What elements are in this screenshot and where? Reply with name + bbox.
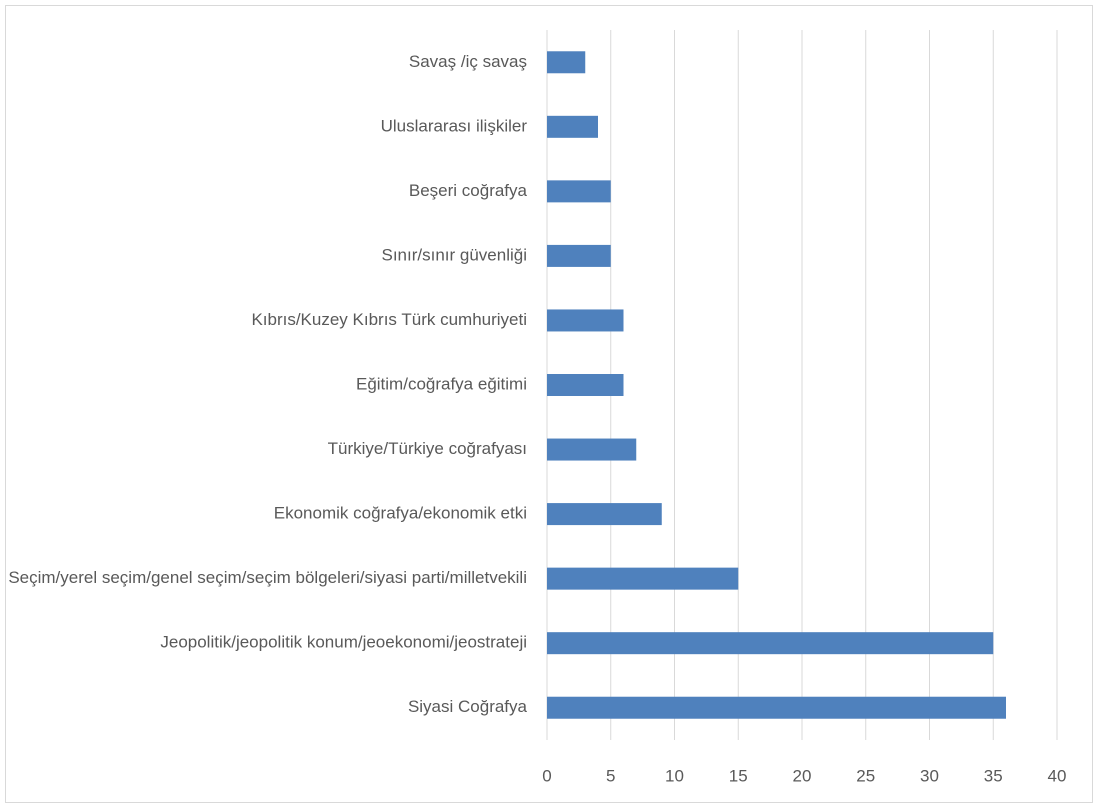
- y-tick-label: Sınır/sınır güvenliği: [381, 245, 527, 264]
- x-tick-label: 0: [542, 766, 551, 785]
- x-tick-label: 35: [984, 766, 1003, 785]
- y-tick-label: Beşeri coğrafya: [409, 181, 528, 200]
- bar: [547, 51, 586, 74]
- bar: [547, 244, 611, 267]
- y-tick-label: Jeopolitik/jeopolitik konum/jeoekonomi/j…: [160, 633, 527, 652]
- bar: [547, 503, 662, 526]
- x-tick-label: 15: [729, 766, 748, 785]
- y-tick-label: Savaş /iç savaş: [409, 52, 527, 71]
- bar: [547, 374, 624, 396]
- y-tick-label: Siyasi Coğrafya: [408, 697, 528, 716]
- x-tick-label: 10: [665, 766, 684, 785]
- bar: [547, 632, 994, 655]
- x-tick-label: 5: [606, 766, 615, 785]
- x-tick-label: 25: [856, 766, 875, 785]
- y-tick-label: Türkiye/Türkiye coğrafyası: [328, 439, 527, 458]
- bar: [547, 438, 637, 461]
- y-tick-label: Eğitim/coğrafya eğitimi: [356, 374, 527, 393]
- bar: [547, 309, 624, 332]
- chart-border: [5, 5, 1093, 803]
- x-tick-label: 20: [793, 766, 812, 785]
- y-tick-label: Seçim/yerel seçim/genel seçim/seçim bölg…: [8, 568, 527, 587]
- y-tick-label: Uluslararası ilişkiler: [381, 116, 528, 135]
- y-tick-label: Ekonomik coğrafya/ekonomik etki: [274, 504, 527, 523]
- bar: [547, 115, 598, 138]
- y-tick-label: Kıbrıs/Kuzey Kıbrıs Türk cumhuriyeti: [251, 310, 527, 329]
- x-tick-label: 40: [1048, 766, 1067, 785]
- bar: [547, 180, 611, 203]
- bar: [547, 696, 1006, 719]
- bar: [547, 567, 739, 590]
- x-tick-label: 30: [920, 766, 939, 785]
